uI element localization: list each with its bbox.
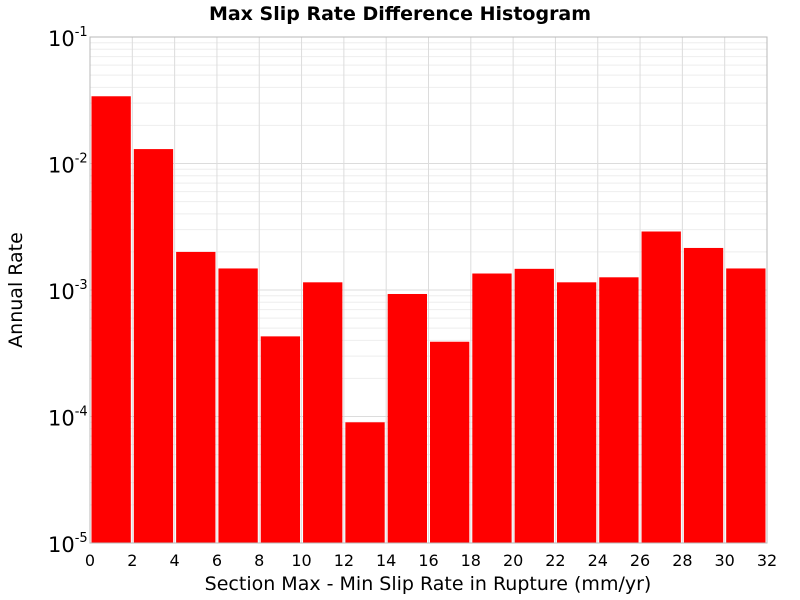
bar-2	[133, 149, 174, 543]
x-tick-label: 6	[212, 551, 222, 570]
x-tick-label: 32	[757, 551, 777, 570]
y-tick-labels: 10-510-410-310-210-1	[48, 25, 88, 557]
bar-6	[303, 282, 343, 543]
y-tick-label: 10-5	[48, 531, 88, 557]
y-tick-base: 10	[48, 407, 75, 431]
x-tick-label: 10	[291, 551, 311, 570]
x-tick-label: 30	[715, 551, 735, 570]
x-tick-label: 0	[85, 551, 95, 570]
bars-group	[91, 96, 766, 543]
chart-title: Max Slip Rate Difference Histogram	[209, 3, 591, 25]
bar-11	[514, 268, 554, 543]
x-tick-label: 14	[376, 551, 396, 570]
y-tick-base: 10	[48, 533, 75, 557]
y-tick-base: 10	[48, 154, 75, 178]
plot-area-frame	[89, 36, 768, 544]
bar-8	[387, 293, 427, 543]
x-tick-label: 26	[630, 551, 650, 570]
bar-15	[683, 247, 724, 543]
y-tick-exponent: -5	[75, 531, 88, 546]
y-tick-base: 10	[48, 27, 75, 51]
x-tick-label: 12	[334, 551, 354, 570]
bar-5	[260, 336, 301, 543]
bar-4	[218, 268, 258, 543]
bar-9	[430, 341, 470, 543]
x-tick-label: 16	[418, 551, 438, 570]
y-tick-exponent: -1	[75, 25, 88, 40]
x-tick-label: 8	[254, 551, 264, 570]
y-tick-label: 10-4	[48, 405, 88, 431]
bar-12	[556, 282, 597, 543]
bar-3	[176, 251, 216, 543]
x-tick-label: 2	[127, 551, 137, 570]
x-tick-label: 4	[170, 551, 180, 570]
y-tick-label: 10-2	[48, 152, 88, 178]
y-tick-exponent: -4	[75, 405, 88, 420]
x-tick-label: 18	[461, 551, 481, 570]
x-tick-label: 28	[672, 551, 692, 570]
x-tick-label: 20	[503, 551, 523, 570]
bar-14	[641, 231, 681, 543]
y-tick-label: 10-1	[48, 25, 88, 51]
x-tick-labels: 0 2 4 6 8 10 12 14 16 18 20 22 24 26 28 30 32	[85, 551, 777, 570]
x-tick-label: 24	[588, 551, 608, 570]
y-axis-label: Annual Rate	[5, 232, 27, 348]
y-tick-exponent: -2	[75, 152, 88, 167]
bar-10	[472, 273, 512, 543]
y-tick-exponent: -3	[75, 278, 88, 293]
bar-7	[345, 422, 385, 543]
y-tick-label: 10-3	[48, 278, 88, 304]
bar-1	[91, 96, 131, 543]
bar-13	[599, 277, 639, 543]
y-tick-base: 10	[48, 280, 75, 304]
bar-16	[726, 268, 766, 543]
x-axis-label: Section Max - Min Slip Rate in Rupture (…	[205, 573, 652, 595]
x-tick-label: 22	[545, 551, 565, 570]
